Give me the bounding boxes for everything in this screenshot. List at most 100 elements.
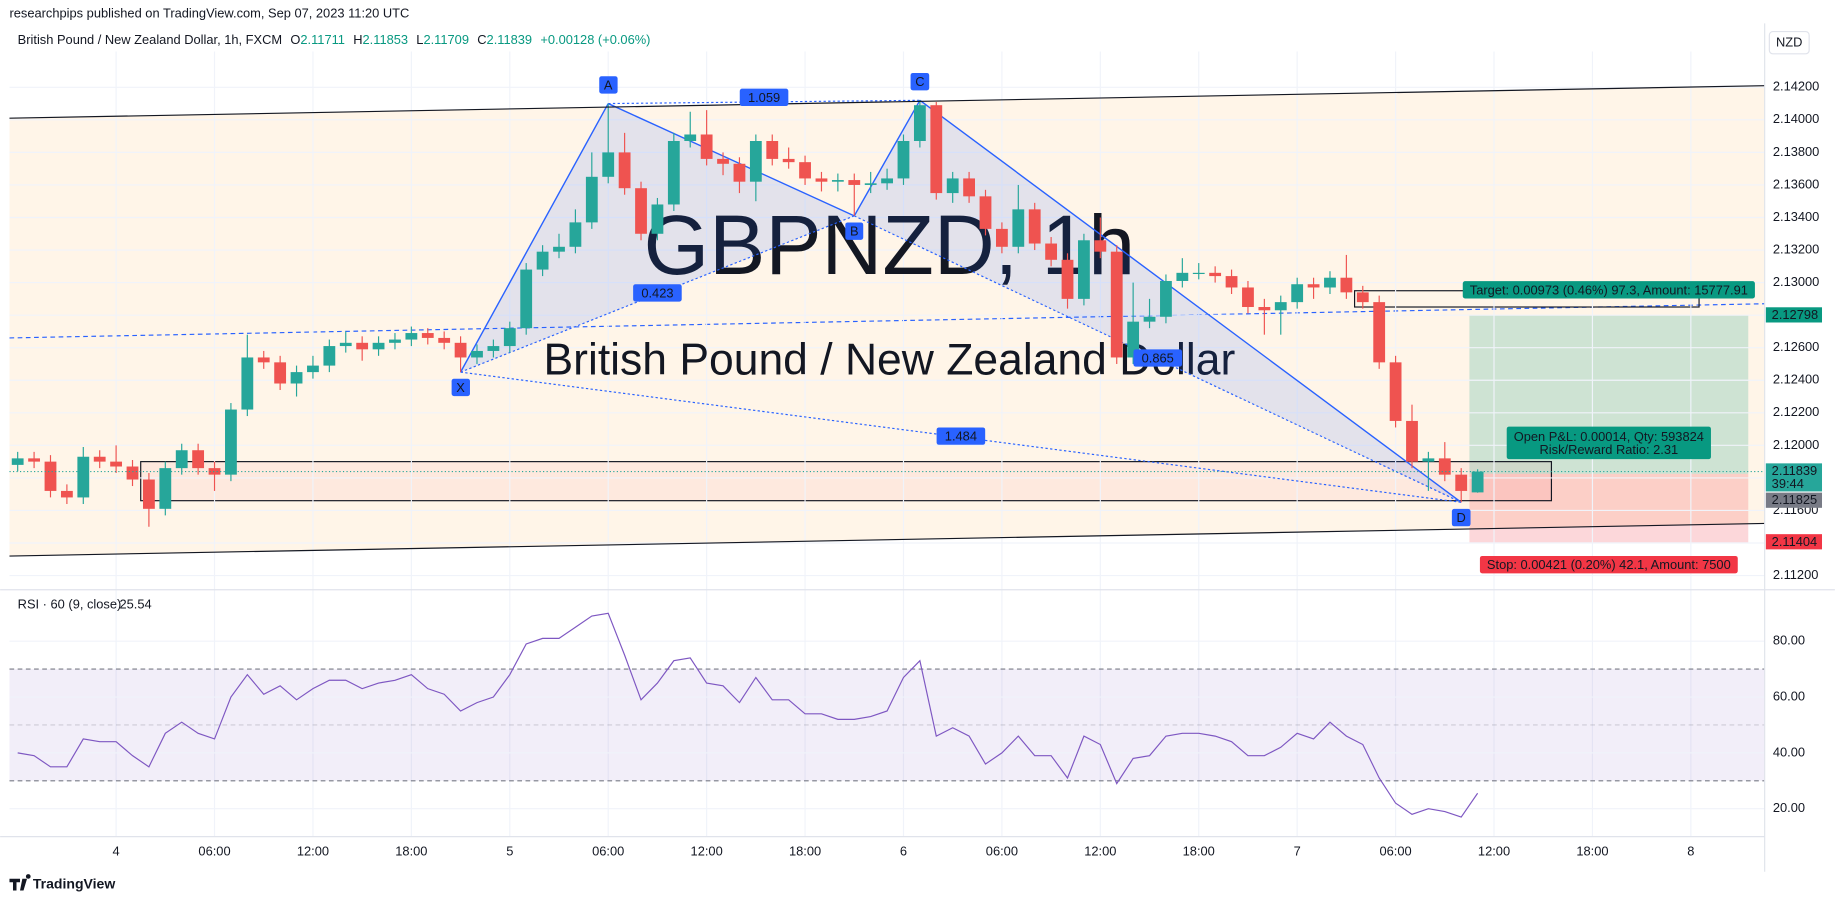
candle-body: [553, 246, 565, 252]
candle-body: [717, 158, 729, 164]
candle-body: [159, 468, 172, 509]
logo: [9, 874, 31, 891]
ohlc-label: H: [353, 32, 362, 47]
rsi-tick-label: 80.00: [1773, 633, 1805, 648]
price-axis-label-text: 2.12798: [1772, 307, 1818, 322]
y-tick-label: 2.14000: [1773, 111, 1819, 126]
ohlc-value: 2.11853: [363, 32, 409, 47]
candle-body: [520, 269, 533, 329]
candle-body: [28, 458, 40, 462]
y-tick-label: 2.14200: [1773, 79, 1819, 94]
rsi-tick-label: 60.00: [1773, 688, 1805, 703]
overlay: X A B C D 1.059 0.423 1.484 0.865 Target: 0.00973…: [9, 72, 1765, 818]
pnl-label-bg: [1506, 426, 1711, 460]
rsi-tick-label: 20.00: [1773, 800, 1805, 815]
target-label: Target: 0.00973 (0.46%) 97.3, Amount: 15…: [1470, 282, 1748, 297]
candle-body: [143, 479, 155, 509]
candle-body: [815, 178, 828, 182]
candle-body: [1094, 240, 1107, 252]
ohlc-value: 2.11839: [487, 32, 533, 47]
candle-body: [405, 333, 418, 340]
stop-zone: [1469, 473, 1749, 543]
candle-body: [257, 357, 270, 363]
candle-body: [421, 333, 434, 338]
candle-body: [487, 346, 500, 351]
candle-body: [913, 105, 926, 142]
candle-body: [700, 134, 713, 159]
price-axis-label-text: 2.11404: [1772, 534, 1818, 549]
candles: [11, 100, 1484, 527]
pnl-label: Open P&L: 0.00014, Qty: 593824: [1514, 429, 1704, 444]
candle-body: [618, 152, 631, 189]
rsi-value: 25.54: [119, 596, 151, 611]
candle-body: [93, 456, 106, 462]
x-tick-label: 18:00: [1576, 843, 1608, 858]
candle-body: [995, 228, 1008, 247]
candle-body: [1324, 277, 1336, 288]
candle-body: [241, 357, 254, 410]
x-tick-label: 4: [113, 843, 120, 858]
y-tick-label: 2.12000: [1773, 437, 1819, 452]
candle-body: [438, 337, 451, 343]
y-tick-label: 2.13200: [1773, 241, 1819, 256]
price-axis-label-text: 2.11825: [1772, 492, 1818, 507]
pattern-point-label-bg: [910, 72, 930, 91]
candle-body: [1127, 321, 1140, 358]
pattern-point-label-bg: [1451, 508, 1471, 527]
candle-body: [651, 204, 664, 234]
candle-body: [1045, 243, 1058, 260]
ohlc-label: O: [290, 32, 300, 47]
candle-body: [192, 450, 205, 469]
x-tick-label: 12:00: [1084, 843, 1116, 858]
legend: British Pound / New Zealand Dollar, 1h, …: [18, 32, 651, 47]
pattern-leg: [919, 99, 1462, 503]
candle-body: [110, 461, 123, 467]
candle-body: [290, 372, 303, 384]
y-tick-label: 2.12400: [1773, 372, 1819, 387]
candle-body: [1242, 287, 1254, 308]
pattern-ratio-bg: [633, 284, 682, 302]
stop-label: Stop: 0.00421 (0.20%) 42.1, Amount: 7500: [1487, 557, 1731, 572]
ohlc-value: 2.11711: [300, 32, 345, 47]
candle-body: [389, 339, 401, 343]
candle-body: [1209, 272, 1222, 277]
candle-body: [635, 188, 647, 234]
target-label-bg: [1462, 281, 1755, 299]
candle-body: [454, 342, 467, 358]
candle-body: [1455, 474, 1468, 491]
currency-button[interactable]: [1768, 31, 1810, 55]
x-tick-label: 06:00: [986, 843, 1018, 858]
pattern-point-label: A: [604, 77, 613, 92]
candle-body: [979, 196, 992, 229]
x-tick-label: 06:00: [1379, 843, 1411, 858]
y-tick-label: 2.13800: [1773, 144, 1819, 159]
pattern-ratio-bg: [936, 427, 986, 445]
candle-body: [126, 466, 139, 480]
candle-body: [1176, 272, 1189, 281]
candle-body: [1438, 458, 1451, 475]
candle-body: [1389, 362, 1402, 421]
price-axis-label: [1765, 534, 1823, 550]
axes: 2.112002.114002.116002.118002.120002.122…: [113, 79, 1823, 858]
candle-body: [323, 346, 336, 366]
y-tick-label: 2.13600: [1773, 176, 1819, 191]
pattern-leg: [459, 103, 609, 373]
pattern-ratio: 1.484: [945, 429, 977, 444]
candle-body: [274, 362, 287, 384]
candle-body: [585, 176, 598, 223]
pattern-point-label-bg: [451, 378, 470, 397]
candle-body: [1258, 307, 1271, 311]
x-tick-label: 8: [1687, 843, 1694, 858]
price-axis-label: [1765, 492, 1823, 508]
x-tick-label: 18:00: [1183, 843, 1215, 858]
pattern-point-label-bg: [845, 222, 864, 240]
candle-body: [11, 458, 24, 465]
currency-button-label[interactable]: NZD: [1776, 35, 1802, 50]
pattern-ratio: 0.865: [1142, 350, 1174, 365]
candle-body: [569, 222, 582, 247]
rr-label: Risk/Reward Ratio: 2.31: [1540, 442, 1679, 457]
background-drawings: [9, 85, 1765, 557]
candle-body: [667, 141, 680, 205]
